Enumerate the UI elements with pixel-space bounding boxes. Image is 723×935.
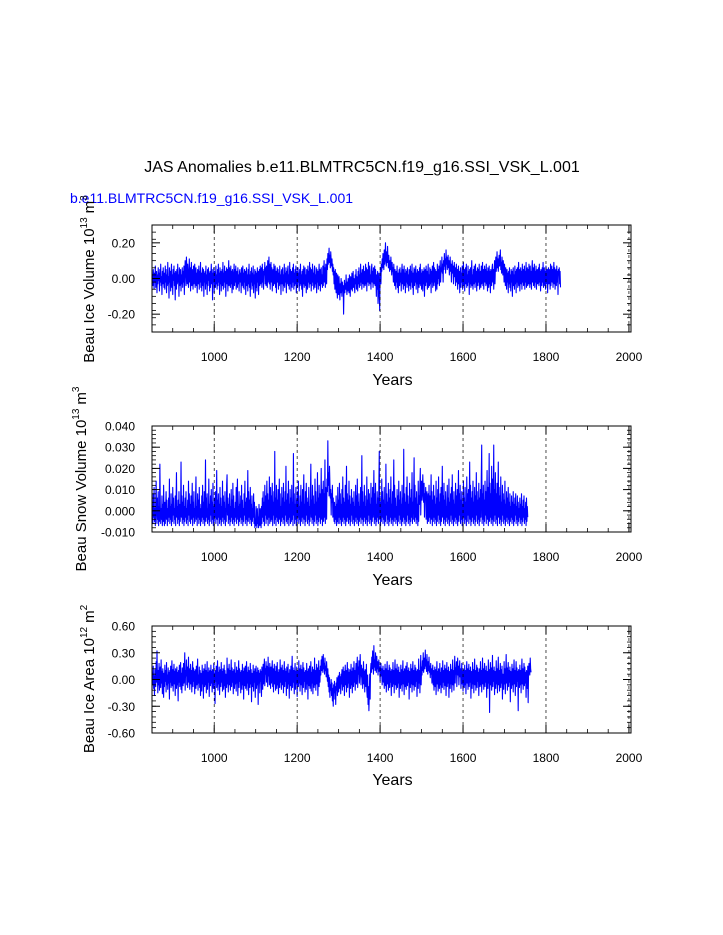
panel2-y-tick-label: -0.60 — [108, 727, 136, 741]
panel1-y-tick-label: 0.010 — [105, 483, 135, 497]
panel2-y-axis-label-part: Beau Ice Area 10 — [81, 638, 98, 753]
panel2-y-tick-label: 0.60 — [112, 620, 136, 634]
panel1-x-tick-label: 1400 — [367, 550, 394, 564]
panel0-y-axis-label-part: m — [81, 201, 98, 214]
panel1-y-tick-label: 0.020 — [105, 462, 135, 476]
panel1-x-tick-label: 1800 — [533, 550, 560, 564]
panel0-y-axis-label-part: 3 — [79, 195, 90, 201]
panel1-x-tick-label: 1200 — [284, 550, 311, 564]
panel2-x-axis-label: Years — [372, 772, 412, 789]
panel1-y-axis-label-part: 13 — [71, 408, 82, 420]
panel0-y-axis-label-part: 13 — [79, 217, 90, 229]
panel0-y-axis-label: Beau Ice Volume 1013 m3 — [79, 195, 98, 363]
panel1-y-axis-label-part: Beau Snow Volume 10 — [73, 420, 90, 572]
panel0-x-tick-label: 1200 — [284, 350, 311, 364]
panel2-y-axis-label: Beau Ice Area 1012 m2 — [79, 604, 98, 753]
panel1-series-line — [151, 440, 529, 529]
panel2-x-tick-label: 1800 — [533, 751, 560, 765]
panel1-x-axis-label: Years — [372, 572, 412, 589]
panel2-x-tick-label: 2000 — [616, 751, 643, 765]
panel1-x-tick-label: 1000 — [201, 550, 228, 564]
ice-volume-panel: 1000 1200 1400 1600 1800 2000 0.20 0.00 -0.20 Yea… — [79, 195, 643, 389]
panel1-y-tick-label: 0.030 — [105, 441, 135, 455]
panel2-y-axis-label-part: m — [81, 610, 98, 623]
snow-volume-panel: 1000 1200 1400 1600 1800 2000 0.040 0.030 0.020 0… — [71, 386, 643, 589]
panel2-y-axis-label-part: 12 — [79, 626, 90, 638]
panel0-y-axis-label-part: Beau Ice Volume 10 — [81, 228, 98, 362]
panel0-x-tick-label: 2000 — [616, 350, 643, 364]
panel2-y-tick-label: 0.30 — [112, 646, 136, 660]
panel1-y-tick-label: -0.010 — [101, 526, 135, 540]
panel2-y-axis-label-part: 2 — [79, 604, 90, 610]
panel2-x-tick-label: 1200 — [284, 751, 311, 765]
panel1-y-tick-label: 0.000 — [105, 504, 135, 518]
panel1-y-axis-label: Beau Snow Volume 1013 m3 — [71, 386, 90, 571]
panel0-y-tick-label: 0.20 — [112, 236, 136, 250]
panel2-y-tick-label: 0.00 — [112, 673, 136, 687]
chart-subtitle: b.e11.BLMTRC5CN.f19_g16.SSI_VSK_L.001 — [70, 190, 353, 206]
panel0-x-axis-label: Years — [372, 372, 412, 389]
panel2-y-tick-label: -0.30 — [108, 700, 136, 714]
panel2-x-tick-label: 1600 — [450, 751, 477, 765]
panel1-plot-frame — [151, 425, 632, 533]
panel0-x-tick-label: 1000 — [201, 350, 228, 364]
panel0-y-tick-label: -0.20 — [108, 308, 136, 322]
panel2-x-tick-label: 1400 — [367, 751, 394, 765]
panel1-x-tick-label: 2000 — [616, 550, 643, 564]
ice-area-panel: 1000 1200 1400 1600 1800 2000 0.60 0.30 0.00 -0.3… — [79, 604, 643, 789]
panel1-y-axis-label-part: 3 — [71, 386, 82, 392]
panel0-x-tick-label: 1800 — [533, 350, 560, 364]
panel2-series-line — [151, 645, 532, 714]
panel0-series-line — [151, 242, 562, 315]
panel2-x-tick-label: 1000 — [201, 751, 228, 765]
chart-title: JAS Anomalies b.e11.BLMTRC5CN.f19_g16.SS… — [144, 159, 580, 176]
panel0-x-tick-label: 1400 — [367, 350, 394, 364]
panel0-x-tick-label: 1600 — [450, 350, 477, 364]
panel1-y-axis-label-part: m — [73, 392, 90, 405]
panel1-y-tick-label: 0.040 — [105, 420, 135, 434]
panel0-y-tick-label: 0.00 — [112, 272, 136, 286]
panel1-x-tick-label: 1600 — [450, 550, 477, 564]
